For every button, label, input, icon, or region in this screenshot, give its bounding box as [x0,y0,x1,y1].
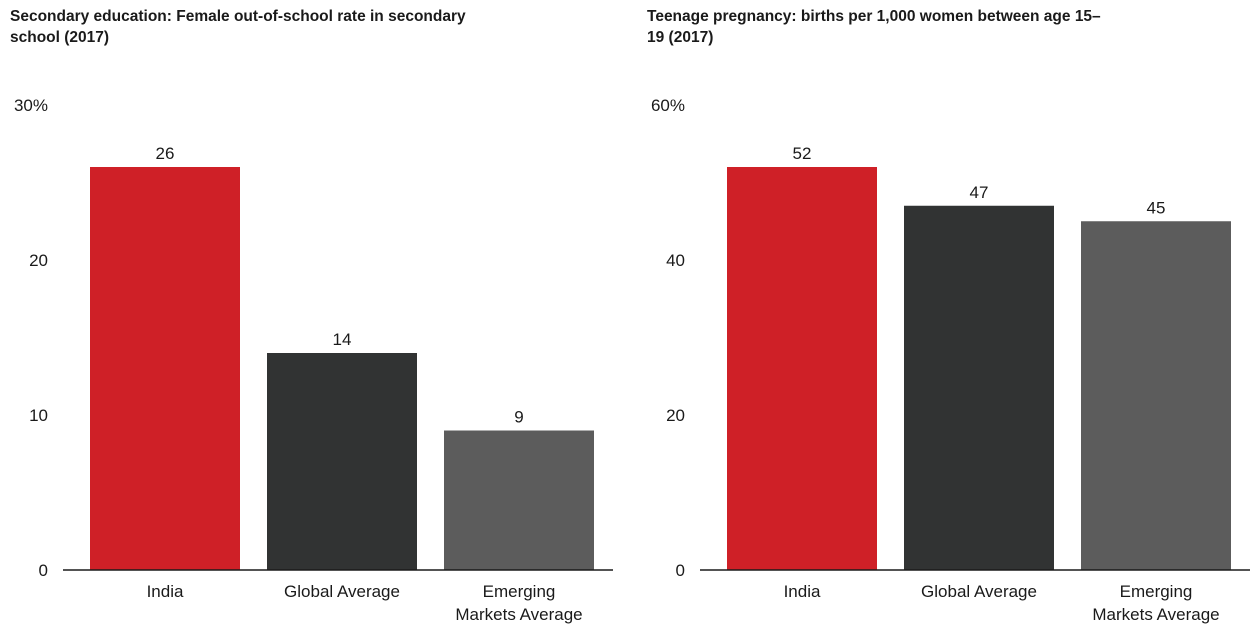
y-tick-label: 0 [676,561,685,580]
bar-value-label: 47 [970,183,989,202]
bar-value-label: 14 [333,330,352,349]
y-tick-label: 0 [39,561,48,580]
category-label: Global Average [284,582,400,601]
chart-education-svg: 0 10 20 30% 26 India 14 Global Average 9 Emerging… [14,96,613,624]
bar-emerging-markets-average [1081,221,1231,570]
bar-value-label: 9 [514,408,523,427]
bar-value-label: 26 [156,144,175,163]
bar-global-average [904,205,1054,570]
category-label: Global Average [921,582,1037,601]
category-label: Emerging Markets Average [455,582,582,624]
chart-pregnancy-svg: 0 20 40 60% 52 India 47 Global Average 45 Emergin… [651,96,1250,624]
bar-value-label: 52 [793,144,812,163]
bar-value-label: 45 [1147,198,1166,217]
category-label: Emerging Markets Average [1092,582,1219,624]
y-tick-label: 20 [666,406,685,425]
category-label: India [147,582,184,601]
bar-india [90,167,240,570]
chart-panel-pregnancy: Teenage pregnancy: births per 1,000 wome… [637,0,1255,629]
category-label: India [784,582,821,601]
chart-panel-education: Secondary education: Female out-of-schoo… [0,0,620,629]
bar-emerging-markets-average [444,430,594,570]
y-tick-label: 30% [14,96,48,115]
chart-title-pregnancy: Teenage pregnancy: births per 1,000 wome… [647,8,1101,46]
y-tick-label: 20 [29,251,48,270]
bar-global-average [267,353,417,570]
y-tick-label: 60% [651,96,685,115]
y-tick-label: 10 [29,406,48,425]
y-tick-label: 40 [666,251,685,270]
chart-title-education: Secondary education: Female out-of-schoo… [10,8,466,46]
bar-india [727,167,877,570]
